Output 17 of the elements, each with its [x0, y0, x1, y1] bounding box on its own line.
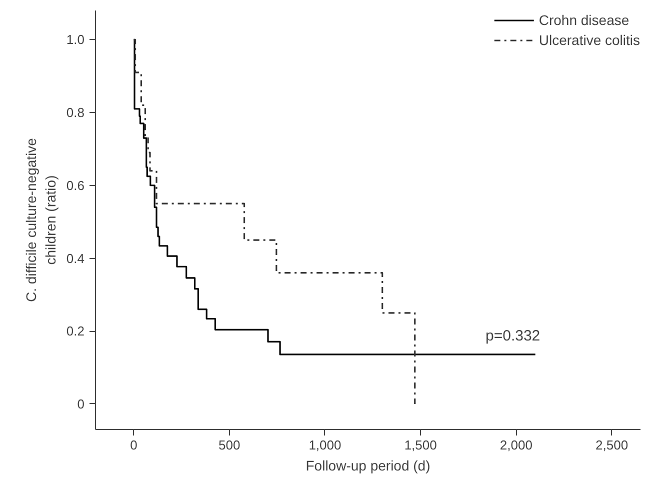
annotation: p=0.332 — [486, 328, 540, 344]
legend-label: Ulcerative colitis — [538, 32, 640, 48]
x-tick-label: 2,000 — [500, 438, 532, 452]
legend-label: Crohn disease — [538, 12, 630, 28]
y-tick-label: 0.6 — [66, 178, 85, 193]
y-tick-label: 0 — [77, 396, 85, 412]
x-tick-label: 1,500 — [404, 438, 437, 452]
x-axis-title: Follow-up period (d) — [306, 458, 430, 474]
y-axis-title: C. difficile culture-negative children (ratio) — [23, 138, 58, 302]
x-tick-label: 0 — [130, 438, 138, 452]
y-tick-label: 1.0 — [66, 32, 85, 48]
x-tick-label: 1,000 — [308, 438, 342, 452]
x-tick-label: 500 — [218, 438, 240, 452]
y-tick-label: 0.4 — [66, 250, 85, 266]
y-tick-label: 0.2 — [66, 324, 85, 339]
y-tick-label: 0.8 — [66, 105, 85, 120]
x-tick-label: 2,500 — [596, 438, 628, 452]
